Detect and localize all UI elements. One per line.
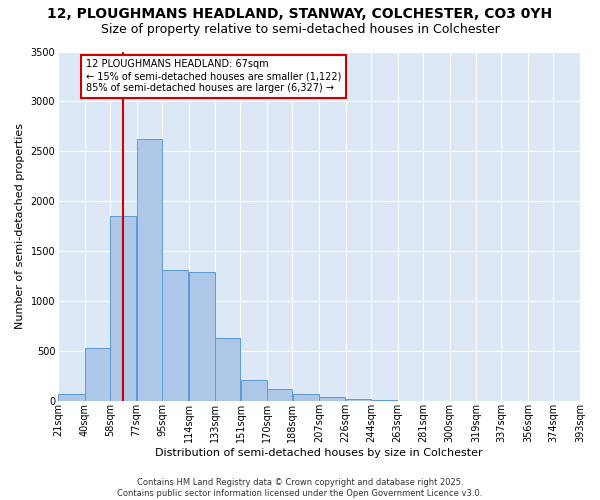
Y-axis label: Number of semi-detached properties: Number of semi-detached properties (15, 124, 25, 330)
Bar (58, 394, 85, 401)
X-axis label: Distribution of semi-detached houses by size in Colchester: Distribution of semi-detached houses by … (155, 448, 483, 458)
Bar (346, 399, 371, 401)
Bar (137, 140, 161, 401)
Bar (162, 270, 188, 401)
Bar (371, 400, 397, 401)
Bar (241, 380, 267, 401)
Bar (85, 348, 110, 401)
Text: 12 PLOUGHMANS HEADLAND: 67sqm
← 15% of semi-detached houses are smaller (1,122)
: 12 PLOUGHMANS HEADLAND: 67sqm ← 15% of s… (86, 60, 341, 92)
Text: Contains HM Land Registry data © Crown copyright and database right 2025.
Contai: Contains HM Land Registry data © Crown c… (118, 478, 482, 498)
Bar (215, 338, 240, 401)
Text: 12, PLOUGHMANS HEADLAND, STANWAY, COLCHESTER, CO3 0YH: 12, PLOUGHMANS HEADLAND, STANWAY, COLCHE… (47, 8, 553, 22)
Bar (293, 394, 319, 401)
Bar (268, 389, 292, 401)
Bar (110, 216, 136, 401)
Bar (189, 272, 215, 401)
Bar (319, 397, 346, 401)
Text: Size of property relative to semi-detached houses in Colchester: Size of property relative to semi-detach… (101, 22, 499, 36)
